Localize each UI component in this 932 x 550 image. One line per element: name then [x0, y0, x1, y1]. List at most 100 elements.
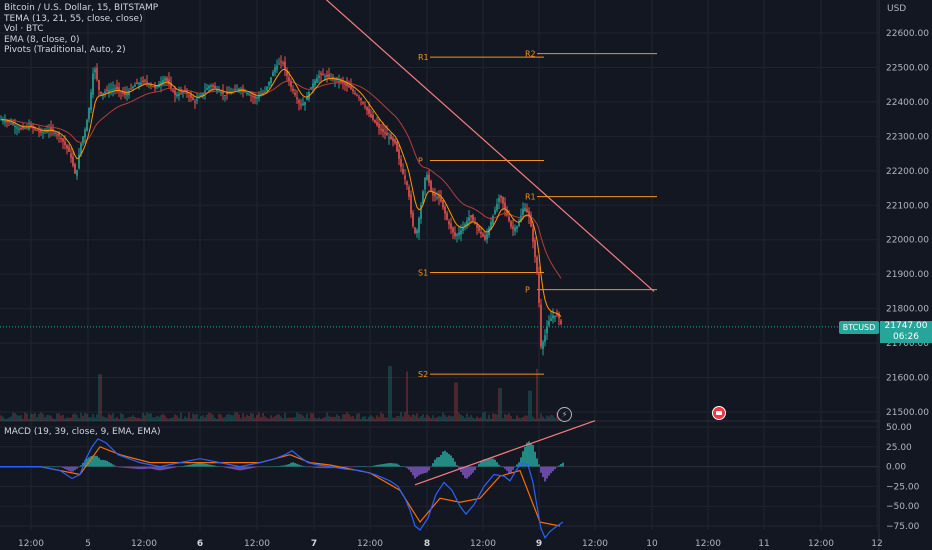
study-ema[interactable]: EMA (8, close, 0) — [4, 34, 80, 45]
macd-histogram-bar — [234, 466, 236, 470]
volume-bar — [236, 412, 238, 421]
x-tick-label: 12:00 — [357, 539, 383, 549]
candle-body — [230, 92, 232, 95]
volume-bar — [216, 418, 218, 421]
macd-histogram-bar — [258, 466, 260, 468]
volume-bar — [162, 413, 164, 421]
candle-body — [538, 273, 540, 303]
volume-bar — [244, 416, 246, 421]
macd-histogram-bar — [148, 466, 150, 469]
candle-body — [446, 213, 448, 220]
macd-histogram-bar — [294, 463, 296, 467]
macd-histogram-bar — [262, 466, 264, 468]
main-legend: Bitcoin / U.S. Dollar, 15, BITSTAMP TEMA… — [4, 3, 158, 56]
candle-body — [258, 95, 260, 99]
macd-histogram-bar — [458, 466, 460, 469]
candle-body — [554, 315, 556, 318]
volume-bar — [182, 418, 184, 421]
pivot-label: R1 — [418, 53, 429, 62]
macd-histogram-bar — [526, 442, 528, 467]
volume-bar — [38, 413, 40, 421]
candle-body — [162, 79, 164, 85]
study-tema[interactable]: TEMA (13, 21, 55, close, close) — [4, 13, 143, 24]
volume-bar — [402, 416, 404, 421]
candle-body — [194, 101, 196, 103]
volume-bar — [168, 418, 170, 421]
candle-body — [400, 159, 402, 167]
study-volume[interactable]: Vol · BTC — [4, 24, 44, 34]
macd-histogram-bar — [282, 465, 284, 467]
macd-histogram-bar — [240, 466, 242, 471]
macd-tick-label: −25.00 — [886, 482, 920, 492]
volume-bar — [282, 418, 284, 421]
volume-bar — [450, 415, 452, 421]
volume-bar — [332, 416, 334, 421]
macd-histogram-bar — [274, 466, 276, 468]
macd-histogram-bar — [554, 466, 556, 470]
candle-body — [482, 233, 484, 237]
candle-body — [460, 230, 462, 235]
volume-bar — [178, 417, 180, 421]
study-macd[interactable]: MACD (19, 39, close, 9, EMA, EMA) — [4, 427, 161, 437]
candle-body — [130, 88, 132, 90]
x-tick-label: 5 — [85, 539, 91, 549]
volume-bar — [80, 412, 82, 421]
y-tick-label: 22200.00 — [886, 167, 929, 177]
macd-histogram-bar — [272, 466, 274, 468]
candle-body — [444, 207, 446, 214]
volume-bar — [422, 414, 424, 421]
x-tick-label: 7 — [311, 539, 317, 549]
volume-bar — [268, 418, 270, 421]
candle-body — [226, 92, 228, 95]
candle-body — [434, 194, 436, 197]
macd-histogram-bar — [242, 466, 244, 470]
lightning-icon[interactable]: ⚡ — [557, 407, 572, 422]
candle-body — [122, 91, 124, 94]
macd-histogram-bar — [516, 464, 518, 467]
candle-body — [94, 69, 96, 73]
candle-body — [120, 91, 122, 93]
volume-bar — [358, 413, 360, 421]
macd-histogram-bar — [460, 466, 462, 473]
volume-bar — [96, 414, 98, 421]
candle-body — [334, 79, 336, 81]
volume-bar — [206, 414, 208, 421]
candle-body — [320, 73, 322, 75]
macd-histogram-bar — [292, 462, 294, 467]
candle-body — [108, 90, 110, 93]
candle-body — [314, 80, 316, 86]
macd-histogram-bar — [276, 466, 278, 467]
study-pivots[interactable]: Pivots (Traditional, Auto, 2) — [4, 45, 126, 55]
candle-body — [126, 92, 128, 96]
flag-icon[interactable] — [712, 406, 726, 420]
volume-bar — [380, 412, 382, 421]
candle-body — [112, 88, 114, 90]
candle-body — [256, 97, 258, 99]
volume-bar — [120, 413, 122, 421]
candle-body — [348, 85, 350, 88]
macd-histogram-bar — [108, 462, 110, 467]
macd-histogram-bar — [474, 466, 476, 471]
volume-bar — [164, 415, 166, 421]
y-tick-label: 22600.00 — [886, 29, 929, 39]
candle-body — [284, 61, 286, 70]
volume-bar — [468, 417, 470, 421]
candle-body — [506, 210, 508, 216]
macd-histogram-bar — [264, 466, 266, 468]
volume-bar — [240, 418, 242, 421]
macd-tick-label: 25.00 — [886, 443, 912, 453]
macd-histogram-bar — [370, 466, 372, 468]
macd-histogram-bar — [232, 466, 234, 470]
volume-bar — [338, 415, 340, 421]
candle-body — [154, 85, 156, 89]
volume-bar — [316, 418, 318, 421]
volume-bar — [88, 417, 90, 421]
symbol-title[interactable]: Bitcoin / U.S. Dollar, 15, BITSTAMP — [4, 3, 159, 13]
y-tick-label: 21700.00 — [886, 339, 929, 349]
macd-histogram-bar — [286, 464, 288, 467]
volume-bar — [470, 415, 472, 421]
macd-histogram-bar — [320, 466, 322, 469]
macd-histogram-bar — [284, 465, 286, 467]
macd-histogram-bar — [56, 466, 58, 468]
